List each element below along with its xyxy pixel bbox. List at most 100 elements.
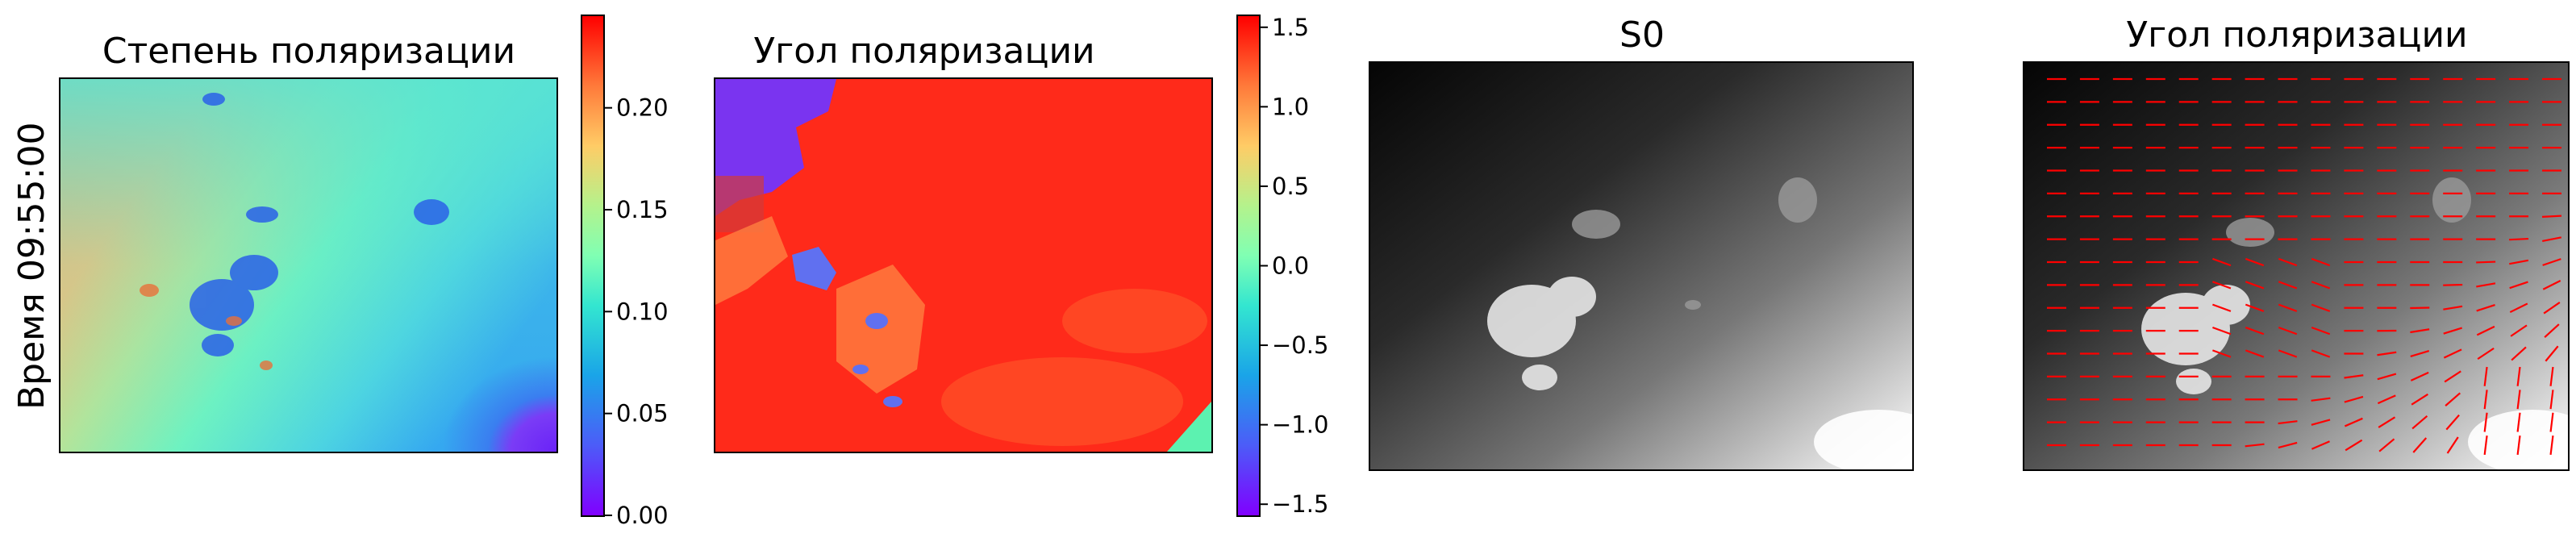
panel2-heatmap (715, 79, 1211, 452)
quiver-segment (2516, 390, 2521, 410)
panel2-title: Угол поляризации (753, 31, 1095, 72)
quiver-segment (2311, 397, 2331, 402)
quiver-segment (2446, 436, 2459, 454)
panel3-axes (1369, 61, 1914, 471)
row-label: Время 09:55:00 (11, 122, 52, 410)
quiver-segment (2542, 279, 2561, 290)
quiver-segment (2311, 281, 2331, 290)
quiver-segment (2245, 443, 2265, 448)
quiver-segment (2344, 417, 2363, 427)
quiver-segment (2549, 366, 2554, 386)
quiver-segment (2377, 373, 2397, 381)
quiver-segment (2443, 283, 2463, 286)
panel4-heatmap (2024, 63, 2568, 469)
quiver-segment (2412, 437, 2428, 453)
quiver-segment (2245, 326, 2265, 336)
colorbar1-tick-label: 0.10 (616, 298, 669, 325)
quiver-segment (2509, 302, 2528, 314)
quiver-segment (2278, 326, 2298, 336)
quiver-segment (2549, 435, 2554, 456)
quiver-segment (2483, 366, 2488, 386)
quiver-segment (2476, 304, 2495, 312)
quiver-segment (2445, 392, 2461, 406)
quiver-segment (2509, 237, 2529, 241)
colorbar1-tick-label: 0.05 (616, 400, 669, 427)
quiver-segment (2542, 258, 2561, 266)
quiver-segment (2541, 215, 2562, 219)
quiver-segment (2212, 349, 2232, 358)
panel1-colorbar (581, 15, 605, 517)
quiver-segment (2411, 415, 2428, 430)
quiver-segment (2377, 394, 2396, 405)
quiver-segment (2212, 326, 2232, 336)
panel4-axes (2023, 61, 2570, 471)
colorbar2-tick-label: −0.5 (1272, 331, 1328, 359)
quiver-segment (2510, 324, 2528, 337)
quiver-segment (2278, 420, 2298, 425)
quiver-segment (2476, 260, 2496, 264)
quiver-segment (2278, 257, 2298, 267)
quiver-segment (2483, 435, 2488, 456)
panel1-colorbar-ticks: 0.00 0.05 0.10 0.15 0.20 (605, 94, 669, 529)
quiver-segment (2377, 351, 2397, 356)
quiver-segment (2344, 395, 2364, 403)
quiver-segment (2311, 303, 2331, 312)
quiver-segment (2411, 393, 2428, 406)
quiver-segment (2549, 390, 2554, 410)
colorbar2-tick-label: 1.0 (1272, 93, 1309, 120)
panel2-colorbar-ticks: −1.5 −1.0 −0.5 0.0 0.5 1.0 1.5 (1261, 14, 1328, 518)
quiver-segment (2245, 303, 2265, 312)
panel4-title: Угол поляризации (2126, 15, 2468, 56)
colorbar1-tick-label: 0.00 (616, 502, 669, 529)
quiver-segment (2311, 440, 2330, 450)
quiver-segment (2410, 328, 2430, 334)
quiver-segment (2445, 414, 2460, 431)
colorbar2-tick-label: 0.0 (1272, 252, 1309, 280)
quiver-segment (2516, 435, 2521, 456)
quiver-segment (2410, 371, 2429, 381)
quiver-segment (2311, 257, 2331, 267)
quiver-segment (2444, 370, 2461, 383)
quiver-segment (2509, 281, 2528, 290)
quiver-segment (2483, 412, 2488, 432)
quiver-segment (2443, 348, 2462, 359)
quiver-segment (2311, 419, 2331, 426)
quiver-segment (2345, 439, 2363, 452)
colorbar1-tick-label: 0.20 (616, 94, 669, 122)
panel1-heatmap (60, 79, 556, 452)
quiver-segment (2245, 257, 2265, 267)
quiver-segment (2509, 259, 2529, 265)
quiver-segment (2545, 345, 2559, 362)
quiver-segment (2278, 303, 2298, 312)
quiver-segment (2511, 346, 2527, 361)
quiver-segment (2212, 257, 2232, 267)
quiver-segment (2311, 349, 2331, 358)
quiver-segment (2544, 323, 2560, 339)
colorbar2-tick-label: 0.5 (1272, 173, 1309, 200)
panel3-title: S0 (1619, 15, 1665, 56)
quiver-segment (2245, 349, 2265, 358)
colorbar1-tick-label: 0.15 (616, 196, 669, 223)
quiver-segment (2378, 416, 2396, 428)
quiver-segment (2542, 236, 2561, 243)
quiver-segment (2516, 412, 2521, 432)
quiver-overlay (2047, 77, 2562, 456)
colorbar2-tick-label: 1.5 (1272, 14, 1309, 41)
quiver-segment (2212, 303, 2232, 312)
panel1-title: Степень поляризации (102, 31, 516, 72)
panel2-axes (714, 77, 1213, 453)
quiver-segment (2212, 281, 2232, 290)
colorbar2-tick-label: −1.5 (1272, 490, 1328, 518)
quiver-segment (2476, 325, 2495, 336)
quiver-segment (2549, 412, 2554, 432)
quiver-segment (2477, 347, 2495, 361)
colorbar2-tick-label: −1.0 (1272, 411, 1328, 439)
quiver-segment (2378, 438, 2395, 452)
quiver-segment (2483, 390, 2488, 410)
panel3-heatmap (1370, 63, 1912, 469)
quiver-segment (2344, 374, 2364, 379)
panel2-colorbar (1236, 15, 1261, 517)
quiver-segment (2410, 349, 2430, 358)
quiver-segment (2476, 282, 2496, 288)
quiver-segment (2443, 327, 2462, 335)
